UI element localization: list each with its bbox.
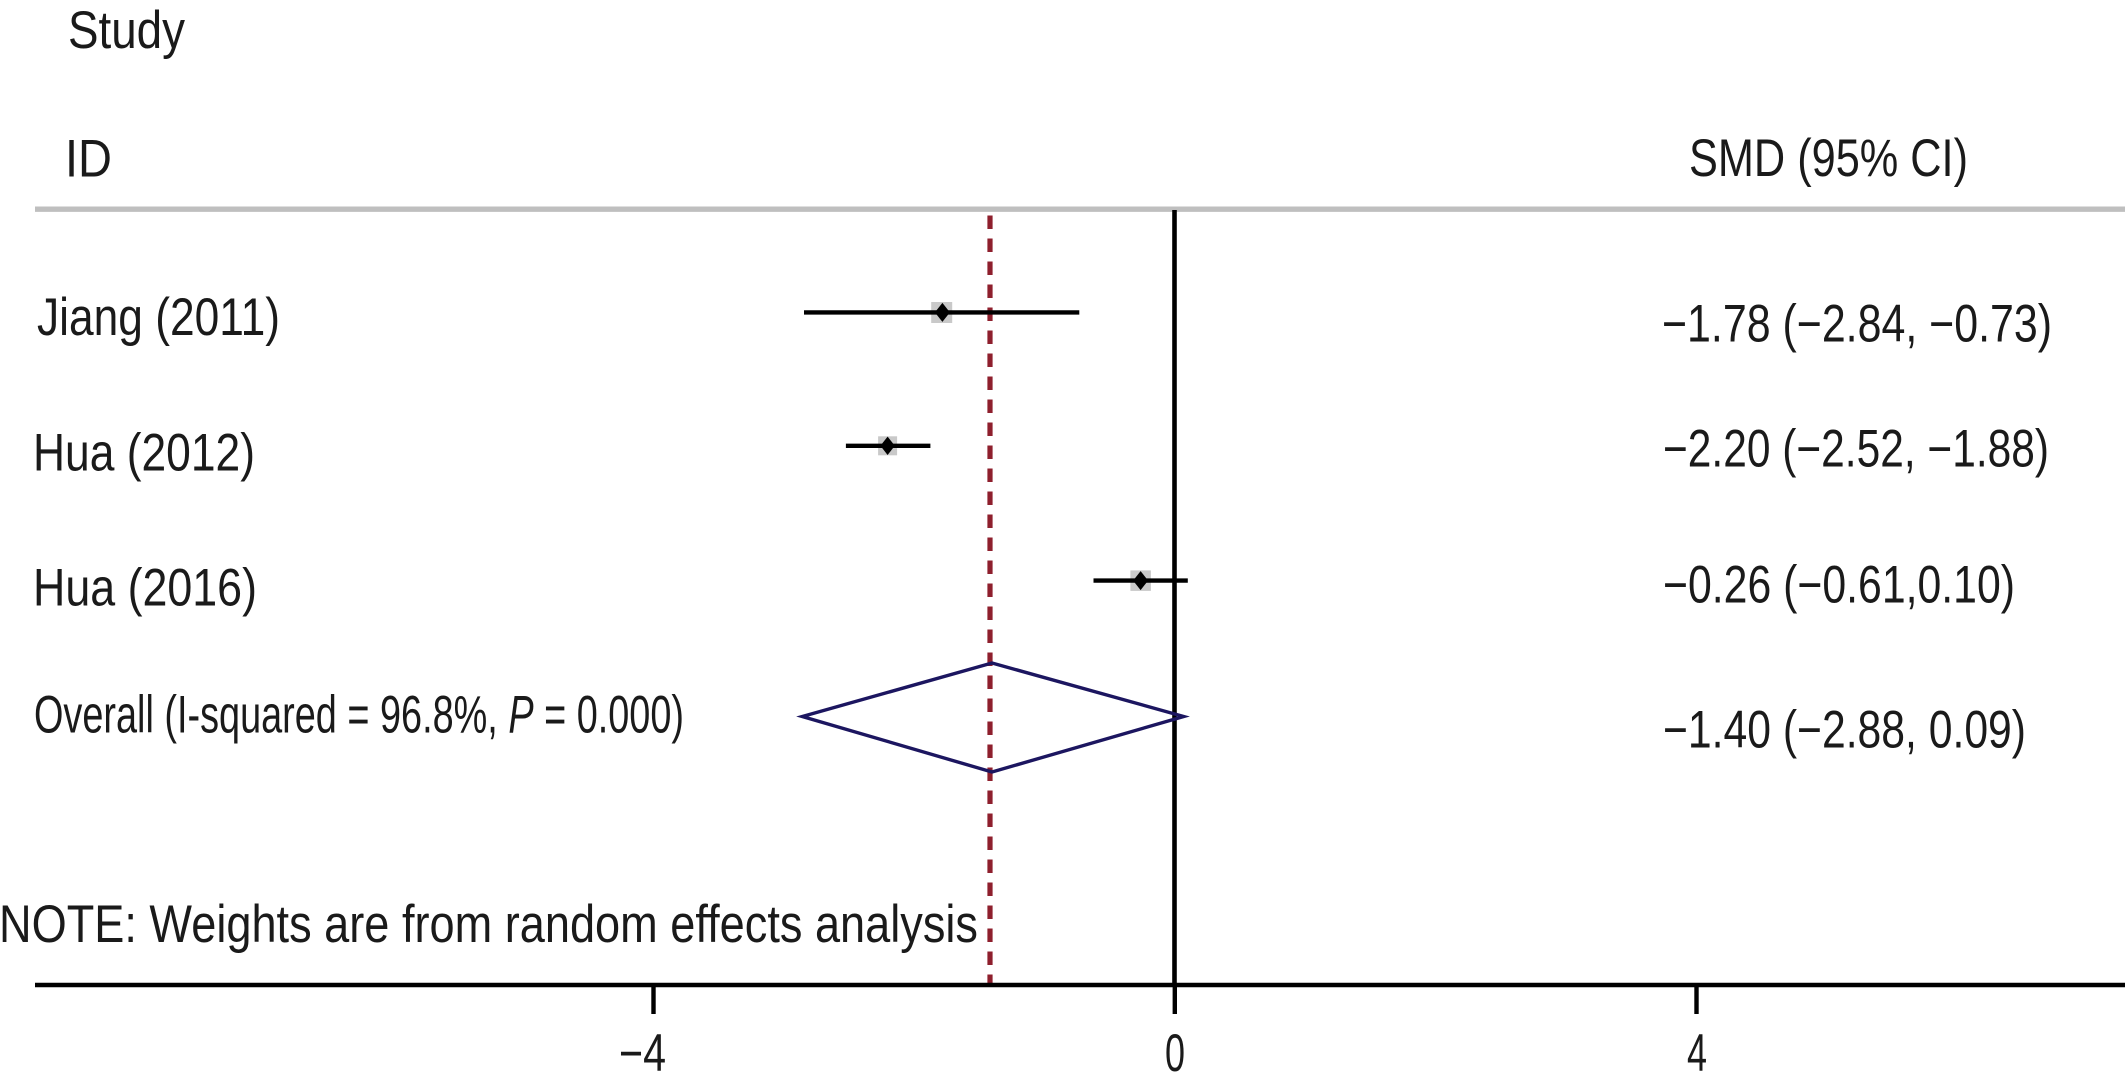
svg-text:4: 4	[1687, 1024, 1707, 1077]
svg-text:Study: Study	[68, 1, 186, 60]
svg-text:SMD (95% CI): SMD (95% CI)	[1689, 129, 1968, 188]
svg-text:ID: ID	[65, 129, 112, 188]
svg-text:Hua (2016): Hua (2016)	[33, 559, 257, 618]
svg-text:0: 0	[1165, 1024, 1185, 1077]
svg-text:Hua (2012): Hua (2012)	[33, 424, 255, 483]
svg-text:Jiang (2011): Jiang (2011)	[37, 288, 280, 347]
svg-text:−4: −4	[619, 1024, 666, 1077]
svg-text:−1.78 (−2.84, −0.73): −1.78 (−2.84, −0.73)	[1662, 295, 2052, 354]
svg-text:−1.40 (−2.88, 0.09): −1.40 (−2.88, 0.09)	[1663, 701, 2026, 760]
svg-text:Overall (I-squared = 96.8%, P: Overall (I-squared = 96.8%, P = 0.000)	[34, 686, 684, 745]
svg-text:−2.20 (−2.52, −1.88): −2.20 (−2.52, −1.88)	[1663, 420, 2049, 479]
svg-text:NOTE: Weights are from random: NOTE: Weights are from random effects an…	[0, 895, 978, 954]
svg-text:−0.26 (−0.61,0.10): −0.26 (−0.61,0.10)	[1663, 556, 2015, 615]
